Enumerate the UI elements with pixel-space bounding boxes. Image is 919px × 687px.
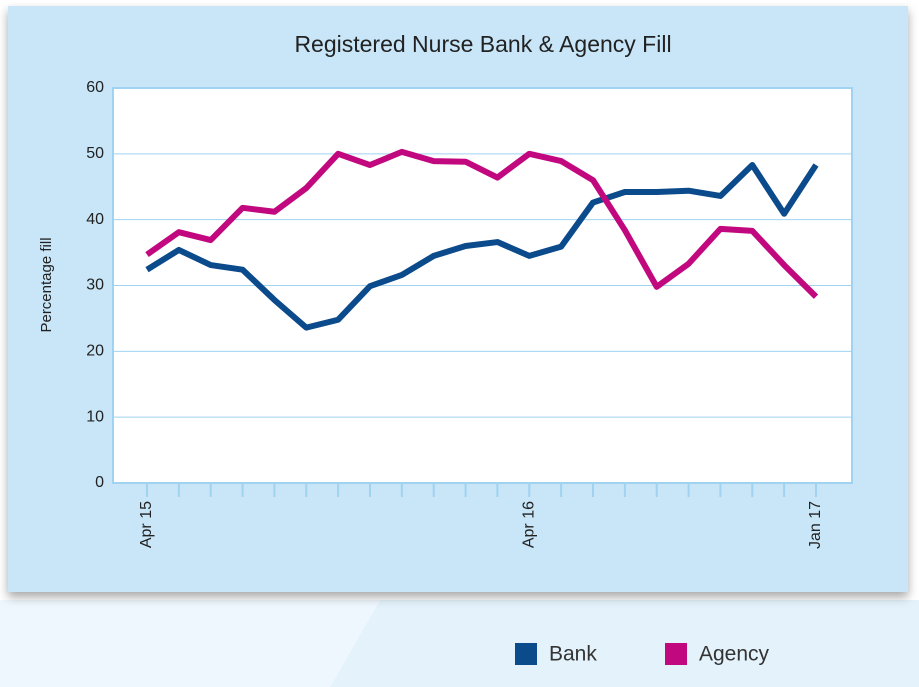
chart-title: Registered Nurse Bank & Agency Fill xyxy=(294,31,671,57)
x-tick-label: Jan 17 xyxy=(807,501,824,549)
y-tick-label: 40 xyxy=(86,211,104,228)
x-tick-label: Apr 15 xyxy=(138,501,155,548)
y-axis-label: Percentage fill xyxy=(38,237,55,332)
y-tick-label: 0 xyxy=(95,474,104,491)
legend-swatch xyxy=(665,643,687,665)
backdrop xyxy=(0,600,380,687)
legend-backdrop xyxy=(330,600,919,687)
legend-label: Bank xyxy=(549,643,597,666)
y-tick-label: 60 xyxy=(86,79,104,96)
line-series xyxy=(145,148,819,299)
y-tick-label: 20 xyxy=(86,343,104,360)
line-series xyxy=(145,162,819,331)
y-tick-label: 10 xyxy=(86,408,104,425)
y-tick-label: 30 xyxy=(86,277,104,294)
y-tick-label: 50 xyxy=(86,145,104,162)
legend-label: Agency xyxy=(699,643,770,666)
legend-swatch xyxy=(515,643,537,665)
x-tick-label: Apr 16 xyxy=(521,501,538,548)
